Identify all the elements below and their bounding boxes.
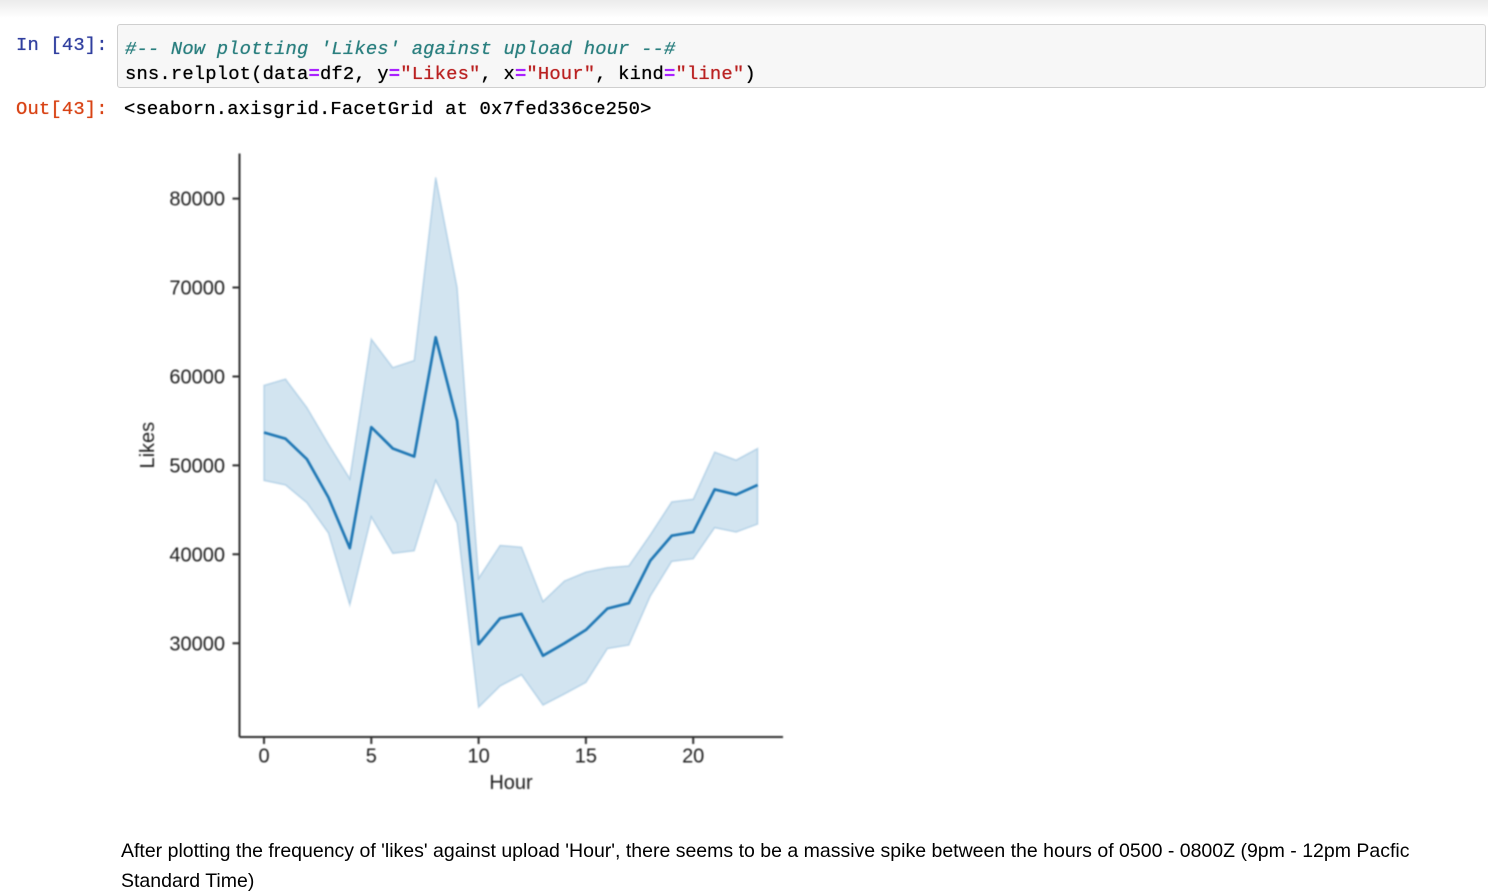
svg-text:10: 10: [467, 745, 489, 767]
svg-text:80000: 80000: [169, 189, 225, 211]
svg-text:0: 0: [258, 745, 269, 767]
svg-text:15: 15: [575, 745, 597, 767]
svg-text:20: 20: [682, 745, 704, 767]
svg-text:30000: 30000: [169, 633, 225, 655]
svg-text:Hour: Hour: [489, 772, 533, 794]
svg-text:Likes: Likes: [137, 422, 159, 469]
svg-text:50000: 50000: [169, 455, 225, 477]
svg-text:40000: 40000: [169, 544, 225, 566]
svg-text:5: 5: [366, 745, 377, 767]
svg-text:60000: 60000: [169, 367, 225, 389]
svg-text:70000: 70000: [169, 278, 225, 300]
